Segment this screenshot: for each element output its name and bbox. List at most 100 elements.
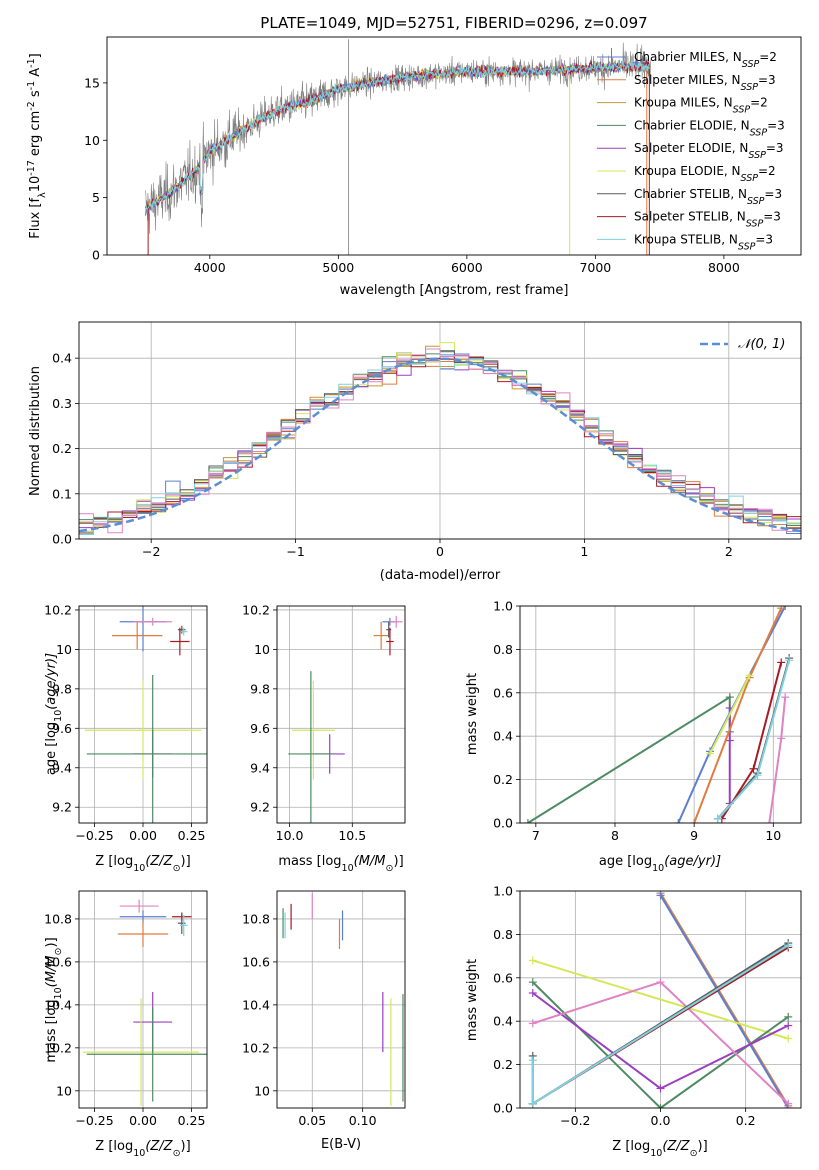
x-axis-label: mass [log10(M/M⊙)] [278, 854, 403, 874]
x-tick-label: 1 [580, 544, 588, 559]
weight-line-chabrier_miles [659, 894, 790, 1108]
x-axis-label-part: 10 [650, 1148, 662, 1159]
y-tick-label: 10.4 [44, 997, 72, 1012]
x-tick-label: 7 [532, 828, 540, 843]
y-tick-label: 10.6 [44, 954, 72, 969]
legend-label-part: SSP [748, 150, 766, 161]
legend-label-part: =2 [758, 164, 776, 178]
y-tick-label: 1.0 [493, 884, 513, 899]
legend-label-part: Salpeter STELIB, N [634, 210, 746, 224]
weight-line-kroupa_elodie [709, 674, 751, 755]
y-tick-label: 10.2 [242, 602, 270, 617]
legend-label-part: =2 [750, 96, 768, 110]
y-axis-label-part: mass [log [44, 999, 59, 1062]
chart-title: PLATE=1049, MJD=52751, FIBERID=0296, z=0… [260, 14, 647, 32]
legend-label-part: =3 [767, 118, 785, 132]
y-tick-label: 9.4 [52, 760, 72, 775]
y-tick-label: 9.8 [52, 681, 72, 696]
x-tick-label: 9 [690, 828, 698, 843]
x-tick-label: 0.25 [178, 828, 206, 843]
legend-label-part: SSP [747, 195, 765, 206]
y-tick-label: 10 [56, 1083, 72, 1098]
x-axis-label-part: ⊙ [173, 863, 181, 874]
y-tick-label: 0.8 [493, 927, 513, 942]
x-axis-label-part: (Z/Z [662, 1139, 690, 1154]
legend-label-part: Kroupa STELIB, N [634, 232, 738, 246]
histogram-kroupa_stelib [79, 358, 801, 535]
weight-line-kroupa_elodie [532, 959, 789, 1040]
y-axis-label-part: erg cm [28, 111, 43, 160]
y-axis-label-part: ⊙ [53, 948, 64, 956]
plot-area [84, 606, 207, 823]
y-tick-label: 10 [56, 642, 72, 657]
age_vs_mass-axes: 10.0 10.5 9.2 9.4 9.6 9.8 10 10.2 [242, 602, 406, 843]
y-axis-label-part: age [log [44, 722, 59, 775]
x-axis-label-part: ⊙ [690, 1148, 698, 1159]
x-tick-label: 10.0 [276, 828, 304, 843]
y-tick-label: 10.6 [242, 954, 270, 969]
y-tick-label: 10 [84, 133, 100, 148]
y-axis-label-part: s [28, 90, 43, 101]
legend-label-part: Salpeter ELODIE, N [634, 141, 748, 155]
y-tick-label: 0.1 [52, 486, 72, 501]
x-axis-label-part: mass [log [278, 854, 341, 869]
legend-label: Kroupa ELODIE, NSSP=2 [634, 164, 776, 184]
y-axis-label-part: ] [28, 53, 43, 58]
legend-label-part: =3 [764, 187, 782, 201]
x-axis-label-part: (Z/Z [145, 854, 173, 869]
weight-line-salpeter_miles [659, 892, 790, 1107]
legend-label: Chabrier ELODIE, NSSP=3 [634, 118, 785, 138]
y-axis-label: mass weight [465, 959, 480, 1041]
legend-label-part: Kroupa MILES, N [634, 96, 733, 110]
y-tick-label: 9.6 [52, 721, 72, 736]
x-axis-label-part: Z [log [95, 1139, 133, 1154]
x-tick-label: 0.2 [736, 1113, 756, 1128]
x-axis-label-part: E(B-V) [321, 1137, 361, 1152]
plot-area [82, 899, 207, 1106]
x-axis-label-part: (age/yr)] [664, 854, 721, 869]
hist-axes: −2 −1 0 1 2 0.0 0.1 0.2 0.3 0.4 [52, 321, 802, 559]
legend-label-part: =3 [763, 210, 781, 224]
x-tick-label: 0 [436, 544, 444, 559]
y-tick-label: 10.8 [242, 911, 270, 926]
plot-area [79, 342, 801, 535]
plot-area [523, 606, 794, 823]
x-tick-label: −0.25 [75, 1113, 113, 1128]
y-tick-label: 0.4 [493, 1014, 513, 1029]
y-axis-label-part: 10 [28, 176, 43, 193]
y-axis-label-part: )] [44, 937, 59, 947]
y-axis-label-part: (M/M [44, 955, 59, 987]
legend-label-part: SSP [738, 241, 756, 252]
legend-label-part: =3 [758, 73, 776, 87]
y-axis-label: mass [log10(M/M⊙)] [44, 937, 64, 1062]
y-tick-label: 10 [254, 642, 270, 657]
weight-line-pink [768, 697, 787, 823]
legend-label-part: Chabrier MILES, N [634, 50, 742, 64]
x-axis-label-part: (M/M [354, 854, 386, 869]
x-tick-label: −1 [286, 544, 304, 559]
y-axis-label-part: A [28, 68, 43, 81]
x-tick-label: 5000 [322, 260, 354, 275]
x-axis-label-part: )] [698, 1139, 708, 1154]
weight_vs_age-axes: 7 8 9 10 0.0 0.2 0.4 0.6 0.8 1.0 [493, 599, 802, 843]
plot-area [282, 893, 404, 1106]
legend-label-part: Kroupa ELODIE, N [634, 164, 741, 178]
legend-label-part: SSP [741, 173, 759, 184]
x-axis-label-part: 10 [652, 863, 664, 874]
x-tick-label: 0.10 [349, 1113, 377, 1128]
y-tick-label: 0.0 [493, 1101, 513, 1116]
x-tick-label: 4000 [194, 260, 226, 275]
y-tick-label: 9.2 [52, 800, 72, 815]
y-axis-label: mass weight [465, 673, 480, 755]
y-tick-label: 0.2 [493, 1057, 513, 1072]
mass_vs_z-axes: −0.25 0.00 0.25 10 10.2 10.4 10.6 10.8 [44, 890, 208, 1128]
y-axis-label-part: -17 [26, 160, 37, 176]
model-kroupa_stelib [145, 60, 650, 213]
x-axis-label: Z [log10(Z/Z⊙)] [95, 854, 190, 874]
x-tick-label: 8000 [708, 260, 740, 275]
x-tick-label: −0.2 [560, 1113, 590, 1128]
x-axis-label-part: age [log [599, 854, 652, 869]
legend-label: Salpeter ELODIE, NSSP=3 [634, 141, 784, 161]
y-tick-label: 0.2 [52, 441, 72, 456]
y-tick-label: 9.6 [250, 721, 270, 736]
